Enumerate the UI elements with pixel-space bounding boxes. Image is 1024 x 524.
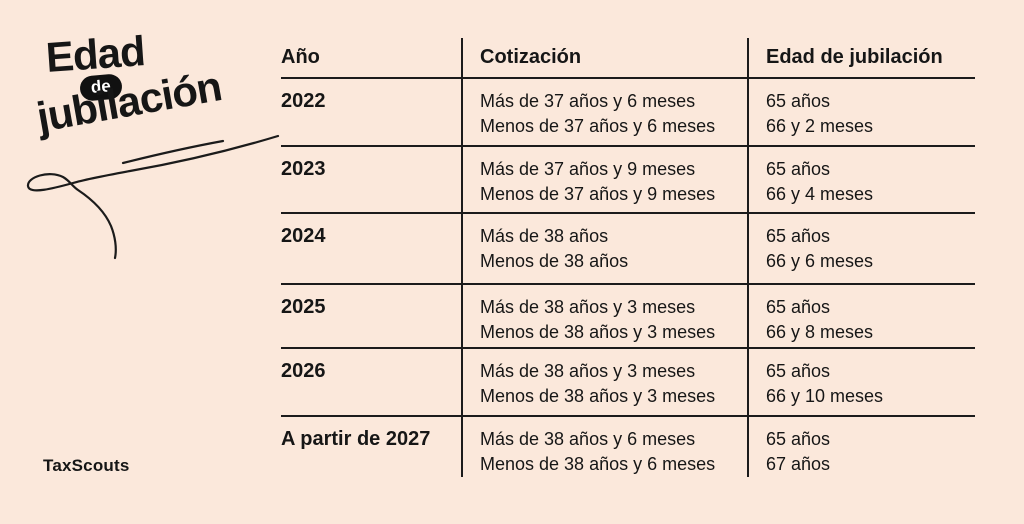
edad-line: 65 años xyxy=(766,226,831,246)
edad-line: 65 años xyxy=(766,91,831,111)
edad-line: 65 años xyxy=(766,429,831,449)
taxscouts-logo: TaxScouts xyxy=(43,456,130,475)
year-cell: 2024 xyxy=(281,212,461,283)
edad-line: 67 años xyxy=(766,454,831,474)
cotizacion-cell: Más de 37 años y 6 meses Menos de 37 año… xyxy=(461,79,747,145)
flourish-swoosh-icon xyxy=(26,134,280,260)
year-cell: 2023 xyxy=(281,145,461,212)
cotizacion-cell: Más de 38 años Menos de 38 años xyxy=(461,212,747,283)
cotizacion-line: Más de 37 años y 9 meses xyxy=(480,159,696,179)
edad-line: 66 y 10 meses xyxy=(766,386,884,406)
year-cell: 2025 xyxy=(281,283,461,347)
logo-word-edad: Edad xyxy=(44,27,147,81)
cotizacion-line: Más de 38 años y 3 meses xyxy=(480,297,696,317)
cotizacion-line: Más de 38 años y 3 meses xyxy=(480,361,696,381)
edad-line: 66 y 8 meses xyxy=(766,322,874,342)
cotizacion-cell: Más de 37 años y 9 meses Menos de 37 año… xyxy=(461,145,747,212)
year-cell: 2026 xyxy=(281,347,461,415)
cotizacion-line: Más de 38 años y 6 meses xyxy=(480,429,696,449)
edad-line: 65 años xyxy=(766,297,831,317)
edad-line: 66 y 6 meses xyxy=(766,251,874,271)
retirement-table: Año Cotización Edad de jubilación 2022 M… xyxy=(281,38,975,477)
header-ano: Año xyxy=(281,38,461,79)
cotizacion-cell: Más de 38 años y 3 meses Menos de 38 año… xyxy=(461,347,747,415)
year-cell: 2022 xyxy=(281,90,326,112)
edad-line: 66 y 2 meses xyxy=(766,116,874,136)
cotizacion-line: Menos de 38 años y 3 meses xyxy=(480,322,716,342)
header-cotizacion: Cotización xyxy=(461,38,747,79)
cotizacion-line: Menos de 38 años y 6 meses xyxy=(480,454,716,474)
edad-line: 65 años xyxy=(766,159,831,179)
edad-cell: 65 años 66 y 10 meses xyxy=(747,347,975,415)
edad-line: 65 años xyxy=(766,361,831,381)
cotizacion-line: Menos de 38 años xyxy=(480,251,629,271)
cotizacion-line: Más de 37 años y 6 meses xyxy=(480,91,696,111)
cotizacion-line: Menos de 38 años y 3 meses xyxy=(480,386,716,406)
edad-cell: 65 años 66 y 6 meses xyxy=(747,212,975,283)
cotizacion-line: Menos de 37 años y 9 meses xyxy=(480,184,716,204)
edad-cell: 65 años 66 y 4 meses xyxy=(747,145,975,212)
edad-line: 66 y 4 meses xyxy=(766,184,874,204)
edad-cell: 65 años 67 años xyxy=(747,415,975,477)
edad-cell: 65 años 66 y 2 meses xyxy=(747,79,975,145)
edad-cell: 65 años 66 y 8 meses xyxy=(747,283,975,347)
cotizacion-line: Menos de 37 años y 6 meses xyxy=(480,116,716,136)
header-edad: Edad de jubilación xyxy=(747,38,975,79)
cotizacion-cell: Más de 38 años y 6 meses Menos de 38 año… xyxy=(461,415,747,477)
cotizacion-cell: Más de 38 años y 3 meses Menos de 38 año… xyxy=(461,283,747,347)
cotizacion-line: Más de 38 años xyxy=(480,226,609,246)
year-cell: A partir de 2027 xyxy=(281,415,461,477)
